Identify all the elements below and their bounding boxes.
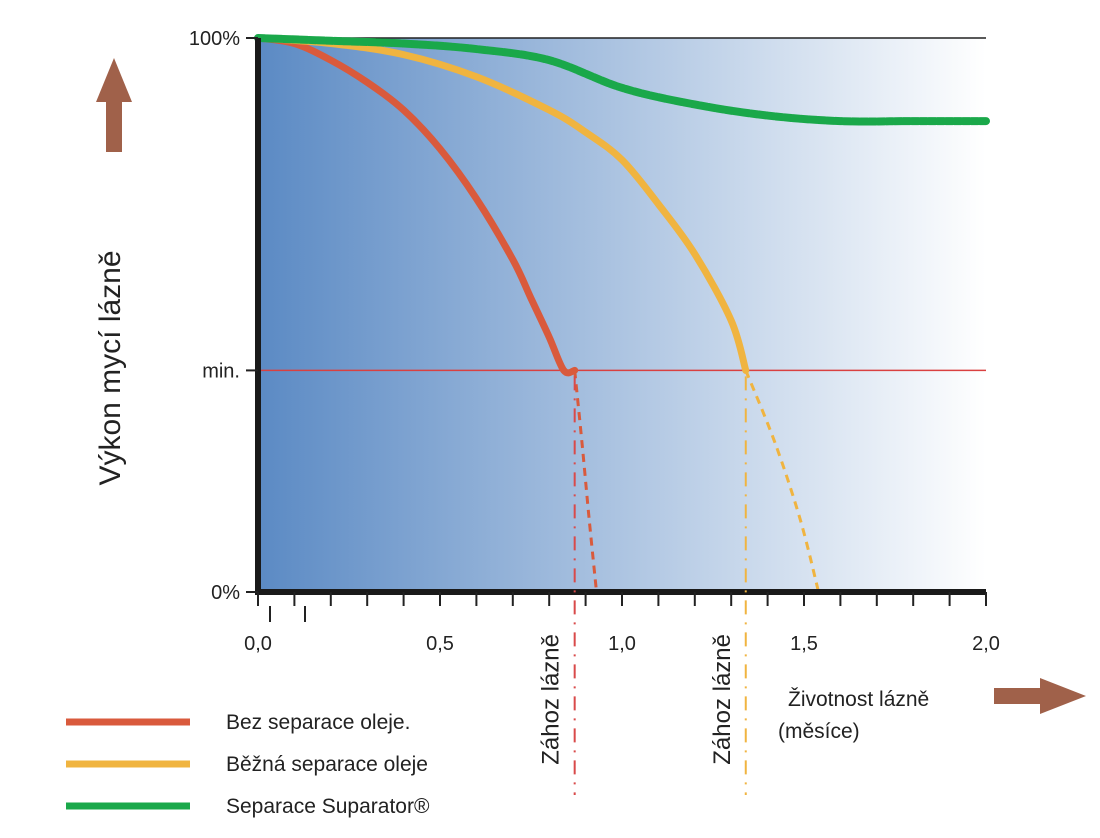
y-axis-title: Výkon mycí lázně bbox=[94, 250, 127, 485]
x-tick-label: 2,0 bbox=[972, 633, 1000, 655]
plot-background bbox=[258, 38, 986, 592]
y-tick-label: min. bbox=[202, 360, 240, 382]
x-axis-unit: (měsíce) bbox=[778, 720, 860, 743]
dump-label-1: Zához lázně bbox=[538, 634, 565, 765]
legend-label-no-separation: Bez separace oleje. bbox=[226, 711, 410, 734]
x-tick-label: 0,0 bbox=[244, 633, 272, 655]
legend-label-standard-separation: Běžná separace oleje bbox=[226, 753, 428, 776]
series-line-no-separation bbox=[254, 34, 579, 377]
x-axis-title: Životnost lázně bbox=[788, 688, 929, 711]
x-tick-label: 1,5 bbox=[790, 633, 818, 655]
dump-markers: Zához lázně Zához lázně bbox=[538, 376, 747, 795]
dump-label-2: Zához lázně bbox=[709, 634, 736, 765]
series-line-standard-separation-projection bbox=[744, 369, 821, 593]
right-arrow-icon bbox=[994, 678, 1086, 714]
reference-lines bbox=[246, 37, 986, 372]
legend-label-suparator: Separace Suparator® bbox=[226, 795, 430, 818]
y-tick-label: 100% bbox=[189, 28, 240, 50]
series-line-no-separation-projection bbox=[573, 370, 599, 593]
series-line-standard-separation bbox=[254, 34, 750, 374]
series-lines bbox=[254, 34, 990, 593]
axes bbox=[255, 38, 986, 595]
x-tick-label: 0,5 bbox=[426, 633, 454, 655]
ticks: 0,0 0,5 1,0 1,5 2,0 100% min. 0% bbox=[189, 28, 1000, 655]
legend: Bez separace oleje. Běžná separace oleje… bbox=[66, 711, 430, 818]
y-tick-label: 0% bbox=[211, 582, 240, 604]
up-arrow-icon bbox=[96, 58, 132, 152]
series-line-suparator bbox=[254, 34, 990, 126]
x-tick-label: 1,0 bbox=[608, 633, 636, 655]
